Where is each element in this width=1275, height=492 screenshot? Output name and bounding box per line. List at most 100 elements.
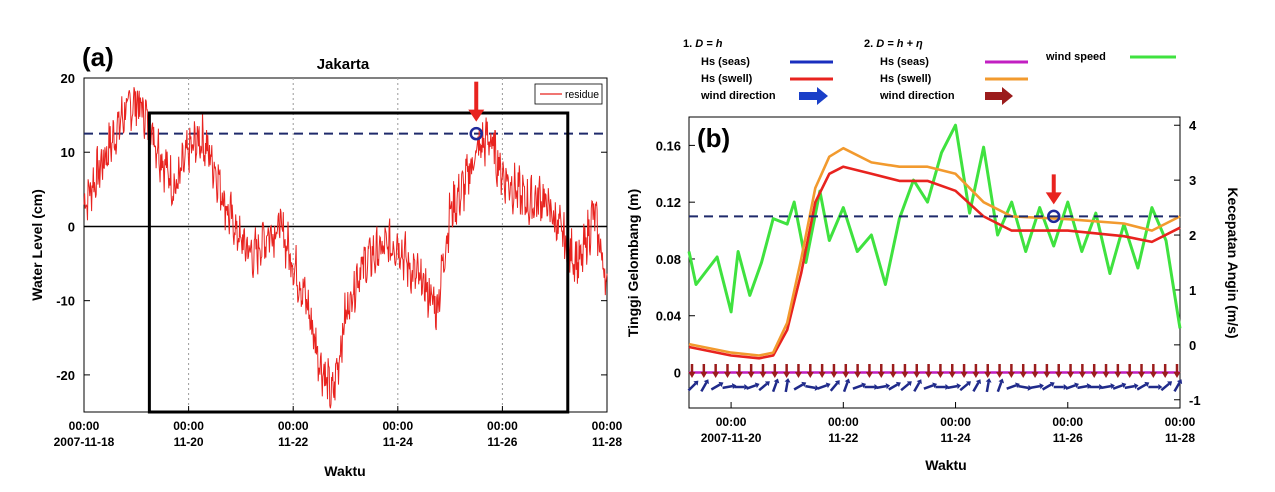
wind-direction-arrow	[784, 381, 789, 393]
panel-a-y-tick-label: 10	[61, 145, 75, 160]
legend-wind-dir-2-label: wind direction	[879, 90, 955, 102]
panel-a-grid	[188, 78, 503, 412]
wind-direction-arrow-head	[925, 372, 933, 378]
panel-b-x-tick-label: 00:00	[1052, 415, 1083, 429]
legend-wind-speed-label: wind speed	[1045, 51, 1106, 63]
wind-direction-arrow-head	[1110, 383, 1115, 390]
wind-direction-arrow-head	[814, 384, 820, 391]
wind-direction-arrow	[1124, 384, 1135, 390]
panel-a-x-tick-label: 11-20	[174, 435, 204, 449]
panel-b-legend: 1. D = h Hs (seas) Hs (swell) wind direc…	[683, 38, 1176, 105]
wind-direction-arrow-head	[1176, 379, 1183, 385]
legend-hs-seas-2-label: Hs (seas)	[880, 56, 929, 68]
wind-direction-arrow-head	[801, 381, 807, 388]
wind-direction-arrow	[758, 382, 768, 392]
panel-b-peak-marker	[1046, 209, 1061, 224]
panel-a-y-tick-label: 0	[68, 219, 75, 234]
series-hs-swell-d-h	[688, 146, 1181, 357]
wind-direction-arrow-head	[783, 372, 791, 378]
panel-a-x-tick-label: 00:00	[382, 419, 413, 433]
wind-direction-arrow	[923, 384, 934, 390]
legend-hs-swell-2-label: Hs (swell)	[880, 73, 932, 85]
panel-b-series	[687, 123, 1182, 374]
wind-direction-arrow-head	[771, 372, 779, 378]
panel-b-x-tick-label: 11-26	[1053, 431, 1083, 445]
wind-direction-arrow	[793, 383, 804, 391]
panel-b-y2-tick-label: 1	[1189, 283, 1196, 298]
legend-wind-dir-2-arrow-icon	[985, 87, 1013, 105]
wind-direction-arrow	[1077, 384, 1088, 390]
wind-direction-arrow-head	[1126, 372, 1134, 378]
wind-direction-arrow-head	[984, 372, 992, 378]
panel-a-title: Jakarta	[317, 56, 370, 73]
wind-direction-arrow-head	[693, 380, 699, 386]
wind-direction-arrow-head	[895, 381, 901, 388]
panel-a-x-tick-label: 00:00	[487, 419, 518, 433]
panel-a-x-tick-label: 11-28	[592, 435, 622, 449]
panel-a-peak-arrow-icon	[468, 81, 485, 122]
wind-direction-arrow-head	[759, 372, 767, 378]
wind-direction-arrow-head	[936, 372, 944, 378]
wind-direction-arrow-head	[996, 372, 1004, 378]
panel-b-y-tick-label: 0	[674, 366, 681, 381]
wind-direction-arrow-head	[794, 372, 802, 378]
wind-direction-arrow	[805, 384, 816, 390]
wind-direction-arrow-head	[1114, 372, 1122, 378]
wind-direction-arrow-head	[1144, 381, 1150, 388]
panel-b-y-ticks: 0 0.04 0.08 0.12 0.16	[656, 138, 695, 381]
wind-direction-arrow-head	[747, 372, 755, 378]
wind-direction-arrow-head	[700, 372, 708, 378]
panel-b-x-axis-label: Waktu	[925, 457, 966, 473]
wind-direction-arrow	[900, 382, 910, 392]
wind-direction-arrow	[816, 384, 828, 390]
wind-direction-arrow	[1173, 382, 1181, 392]
panel-b-wind-direction-row-1	[687, 378, 1183, 393]
wind-direction-arrow-head	[948, 372, 956, 378]
panel-b-label: (b)	[697, 123, 730, 153]
panel-b-x-tick-label: 00:00	[1165, 415, 1196, 429]
wind-direction-arrow-head	[998, 378, 1005, 384]
panel-a-legend: residue	[534, 83, 603, 105]
wind-direction-arrow-head	[1007, 372, 1015, 378]
wind-direction-arrow-head	[1055, 372, 1063, 378]
wind-direction-arrow	[842, 381, 849, 393]
wind-direction-arrow-head	[913, 372, 921, 378]
panel-a-highlight-window	[147, 111, 570, 414]
wind-direction-arrow	[771, 381, 778, 393]
wind-direction-arrow-head	[885, 383, 891, 390]
wind-direction-arrow	[687, 382, 697, 392]
wind-direction-arrow-head	[1031, 372, 1039, 378]
wind-direction-arrow-head	[1102, 372, 1110, 378]
panel-b-peak-arrow-icon	[1045, 174, 1062, 205]
panel-a-x-tick-label: 11-26	[487, 435, 517, 449]
panel-b-x-ticks: 00:00 2007-11-20 00:00 11-22 00:00 11-24 00:00…	[701, 402, 1196, 445]
panel-a-x-tick-label: 2007-11-18	[54, 435, 115, 449]
wind-direction-arrow-head	[965, 381, 971, 387]
wind-direction-arrow	[1029, 384, 1041, 390]
panel-a-y-axis-label: Water Level (cm)	[29, 189, 45, 301]
wind-direction-arrow-head	[718, 381, 724, 388]
panel-b-y-axis-label: Tinggi Gelombang (m)	[625, 189, 641, 337]
wind-direction-arrow	[1136, 383, 1147, 391]
wind-direction-arrow-head	[901, 372, 909, 378]
wind-direction-arrow-head	[834, 380, 840, 386]
wind-direction-arrow	[1065, 384, 1076, 390]
wind-direction-arrow	[913, 382, 921, 392]
wind-direction-arrow-head	[754, 382, 760, 389]
wind-direction-arrow-head	[703, 379, 709, 385]
wind-direction-arrow-head	[712, 372, 720, 378]
wind-direction-arrow-head	[1161, 372, 1169, 378]
wind-direction-arrow	[1006, 384, 1017, 390]
wind-direction-arrow	[972, 382, 980, 392]
series-wind-speed	[687, 123, 1182, 329]
wind-direction-arrow-head	[932, 382, 938, 389]
wind-direction-arrow-head	[784, 378, 791, 383]
wind-direction-arrow	[996, 381, 1003, 393]
panel-b-y2-tick-label: 4	[1189, 118, 1197, 133]
wind-direction-arrow-head	[830, 372, 838, 378]
panel-a-x-tick-label: 11-24	[383, 435, 413, 449]
wind-direction-arrow-head	[744, 384, 749, 390]
panel-b: 1. D = h Hs (seas) Hs (swell) wind direc…	[625, 38, 1241, 473]
panel-b-y-tick-label: 0.08	[656, 252, 681, 267]
